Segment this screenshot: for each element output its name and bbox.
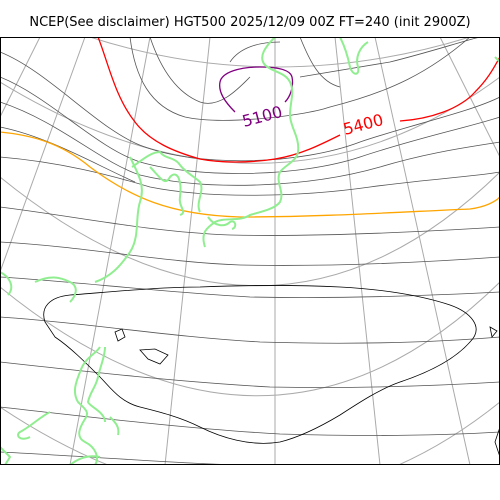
height-contour — [0, 51, 500, 162]
coastline-kurils — [131, 151, 203, 213]
coastline-kamchatka — [202, 37, 300, 248]
contour-labels: 5100 5400 — [240, 102, 385, 139]
meridian-line — [0, 37, 86, 273]
coastline-korea-arc — [34, 276, 77, 303]
meridian-line — [374, 37, 471, 465]
height-contour — [299, 37, 341, 88]
height-contour — [0, 101, 500, 186]
graticule-meridians — [0, 37, 500, 465]
parallel-line — [0, 76, 500, 164]
height-contour — [0, 451, 251, 465]
island-outline — [114, 328, 126, 342]
coastline-peninsula — [94, 156, 143, 283]
island-outline — [489, 326, 498, 338]
height-contour — [299, 37, 481, 78]
graticule-parallels — [0, 37, 500, 465]
height-contour — [0, 361, 500, 388]
meridian-line — [69, 37, 151, 465]
height-contour — [0, 206, 500, 236]
meridian-line — [0, 37, 41, 119]
contour-5400 — [97, 37, 500, 163]
height-contour — [129, 37, 471, 121]
coastline-japan-outline — [87, 346, 106, 423]
coastline-northern-islands — [339, 37, 369, 75]
coastline-southern-islands — [109, 416, 120, 436]
map-frame: 5100 5400 — [0, 37, 500, 465]
meridian-line — [334, 37, 381, 465]
contour-label-5400: 5400 — [341, 110, 385, 139]
height-contour — [149, 37, 251, 104]
island-outline — [139, 348, 169, 365]
coastline-sakhalin — [149, 166, 185, 216]
parallel-line — [0, 171, 500, 287]
coastline-mainland-east — [207, 216, 237, 230]
height-contours — [0, 37, 500, 465]
parallel-line — [0, 401, 500, 465]
contour-label-5100: 5100 — [240, 102, 284, 131]
height-contour — [0, 76, 500, 174]
coastline-northern-japan — [0, 271, 13, 296]
height-contour — [0, 276, 500, 298]
height-contour — [0, 406, 500, 436]
contour-5700 — [0, 131, 500, 218]
parallel-line — [0, 281, 500, 397]
meridian-line — [164, 37, 211, 465]
coastline-western-shore — [0, 446, 11, 465]
coastline-japan-islands — [17, 411, 51, 440]
asia-coast-outline — [43, 285, 477, 444]
height-contour — [0, 316, 500, 344]
height-contour — [0, 156, 500, 196]
coastline-kyushu — [69, 455, 101, 465]
map-title: NCEP(See disclaimer) HGT500 2025/12/09 0… — [29, 15, 471, 30]
coastline-japan-main — [73, 346, 101, 465]
height-contour — [229, 41, 281, 63]
coastline-asia — [43, 285, 500, 458]
coastline-japan — [0, 37, 500, 465]
height-contour — [0, 126, 136, 183]
map-border — [0, 37, 500, 465]
coast-outline — [494, 426, 500, 458]
height-contour — [0, 241, 500, 266]
parallel-line — [89, 37, 471, 68]
